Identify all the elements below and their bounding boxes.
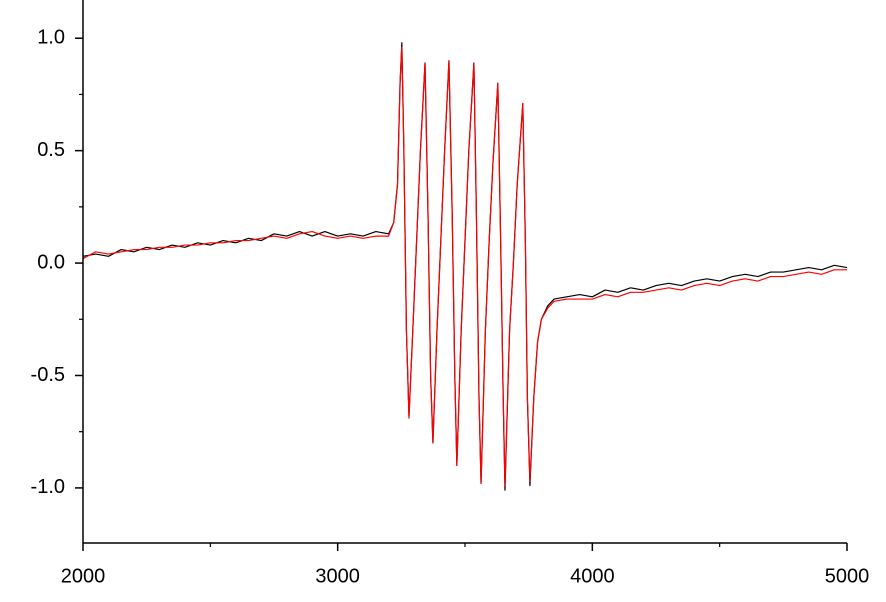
x-tick-label: 3000 (315, 565, 360, 587)
series-line (82, 46, 847, 487)
x-tick-label: 2000 (61, 565, 106, 587)
y-tick-label: 0.5 (37, 139, 65, 161)
y-tick-label: -0.5 (31, 364, 65, 386)
y-tick-label: 0.0 (37, 251, 65, 273)
y-tick-label: -1.0 (31, 476, 65, 498)
y-tick-label: 1.0 (37, 27, 65, 49)
x-tick-label: 4000 (570, 565, 615, 587)
series-line (82, 42, 848, 491)
x-tick-label: 5000 (825, 565, 870, 587)
